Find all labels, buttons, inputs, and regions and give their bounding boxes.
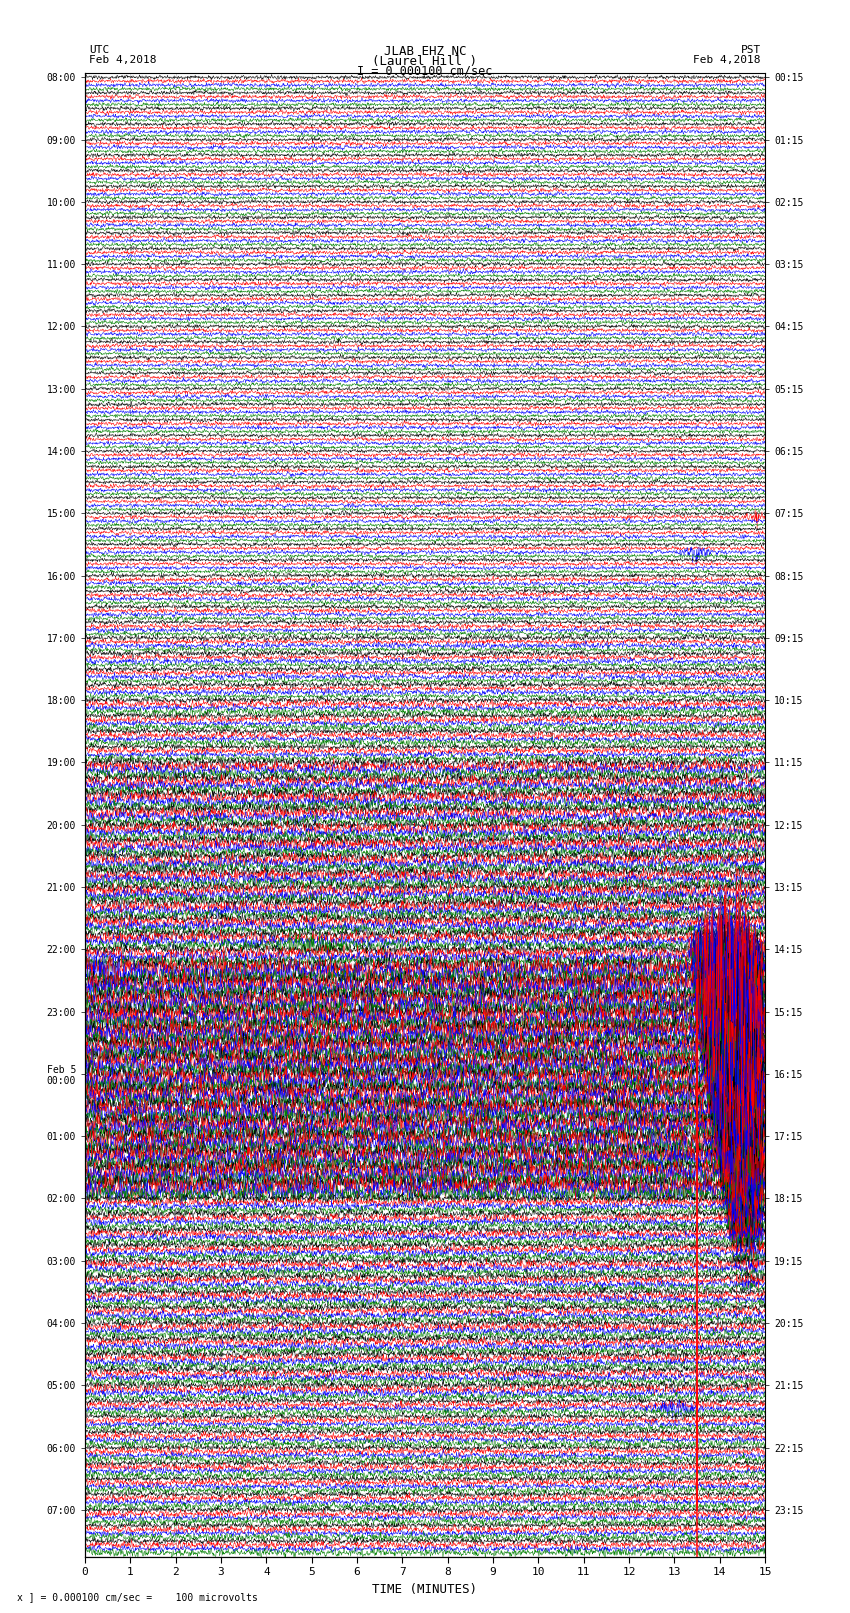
Text: JLAB EHZ NC: JLAB EHZ NC bbox=[383, 45, 467, 58]
Text: PST: PST bbox=[740, 45, 761, 55]
X-axis label: TIME (MINUTES): TIME (MINUTES) bbox=[372, 1582, 478, 1595]
Text: I = 0.000100 cm/sec: I = 0.000100 cm/sec bbox=[357, 65, 493, 77]
Text: x ] = 0.000100 cm/sec =    100 microvolts: x ] = 0.000100 cm/sec = 100 microvolts bbox=[17, 1592, 258, 1602]
Text: Feb 4,2018: Feb 4,2018 bbox=[89, 55, 156, 65]
Text: (Laurel Hill ): (Laurel Hill ) bbox=[372, 55, 478, 68]
Text: UTC: UTC bbox=[89, 45, 110, 55]
Text: Feb 4,2018: Feb 4,2018 bbox=[694, 55, 761, 65]
